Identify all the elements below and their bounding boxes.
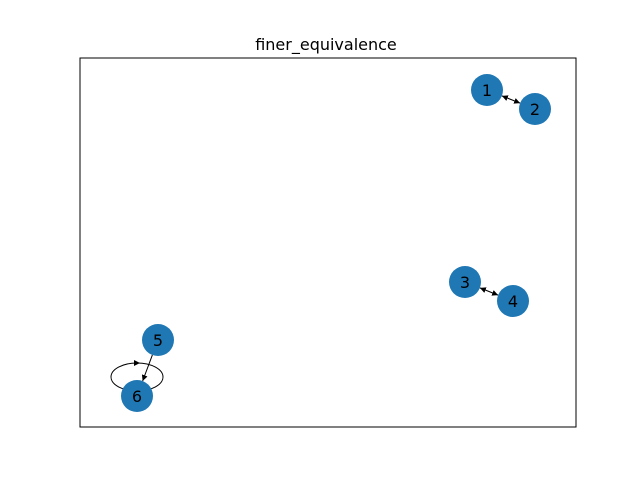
node-circle-2 [519, 93, 551, 125]
node-circle-1 [471, 74, 503, 106]
self-loop-arrowhead-6 [134, 360, 140, 366]
node-circle-5 [142, 324, 174, 356]
node-label-5: 5 [153, 331, 163, 350]
node-label-1: 1 [482, 81, 492, 100]
nodes-layer: 1 2 3 4 5 6 [121, 74, 551, 412]
figure-title: finer_equivalence [255, 35, 397, 55]
node-3: 3 [449, 266, 481, 298]
node-4: 4 [497, 285, 529, 317]
node-1: 1 [471, 74, 503, 106]
node-5: 5 [142, 324, 174, 356]
node-circle-6 [121, 380, 153, 412]
node-circle-3 [449, 266, 481, 298]
node-label-3: 3 [460, 273, 470, 292]
edge-1-2 [501, 95, 521, 104]
node-label-4: 4 [508, 292, 518, 311]
node-circle-4 [497, 285, 529, 317]
edge-3-4 [479, 287, 499, 296]
node-label-2: 2 [530, 100, 540, 119]
node-label-6: 6 [132, 387, 142, 406]
axes-frame [79, 57, 577, 428]
node-6: 6 [121, 380, 153, 412]
edge-5-6 [141, 354, 153, 382]
node-2: 2 [519, 93, 551, 125]
